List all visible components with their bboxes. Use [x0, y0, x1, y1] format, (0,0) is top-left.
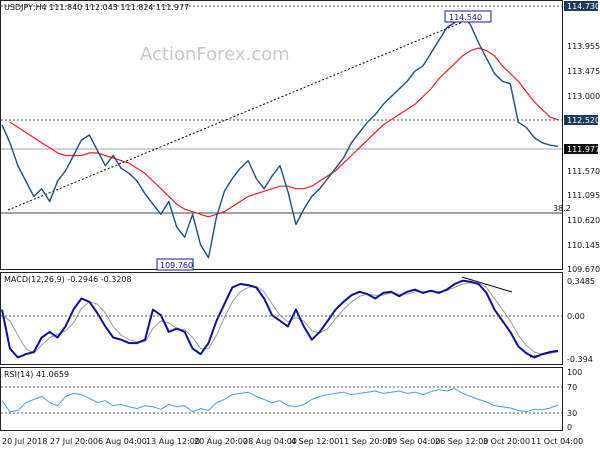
main-y-axis: 114.730 113.955 113.475 113.000 112.520 … — [564, 1, 600, 274]
rsi-y-tick-30: 30 — [567, 409, 577, 418]
y-tick-113-000: 113.000 — [567, 92, 600, 101]
fib-label: 38.2 — [553, 204, 571, 213]
x-tick-11: 11 Oct 04:00 — [531, 437, 583, 446]
low-annotation-label: 109.760 — [160, 261, 193, 270]
low-annotation-box — [156, 258, 194, 271]
high-annotation-box — [444, 10, 492, 23]
time-axis: 20 Jul 2018 27 Jul 20:00 6 Aug 04:00 13 … — [2, 437, 583, 446]
x-tick-6: 4 Sep 12:00 — [291, 437, 339, 446]
watermark: ActionForex.com — [140, 44, 290, 65]
x-tick-8: 19 Sep 04:00 — [387, 437, 440, 446]
x-tick-0: 20 Jul 2018 — [2, 437, 47, 446]
y-tick-109-670: 109.670 — [567, 265, 600, 274]
y-tick-111-570: 111.570 — [567, 167, 600, 176]
macd-y-tick-zero: 0.00 — [567, 312, 585, 321]
y-tick-111-977: 111.977 — [567, 145, 600, 154]
rsi-y-axis: 100 70 30 0 — [567, 368, 582, 432]
macd-trendline-top — [461, 276, 513, 293]
x-tick-2: 6 Aug 04:00 — [98, 437, 147, 446]
y-tick-111-095: 111.095 — [567, 191, 600, 200]
x-tick-7: 11 Sep 20:00 — [339, 437, 392, 446]
main-pane-frame — [0, 0, 563, 270]
rsi-y-tick-0: 0 — [567, 423, 572, 432]
x-tick-5: 28 Aug 04:00 — [243, 437, 297, 446]
macd-y-axis: 0.3485 0.00 -0.394 — [567, 277, 595, 364]
y-tag-112-520 — [564, 115, 598, 125]
main-pane-title: USDJPY,H4 111.840 112.043 111.824 111.97… — [4, 3, 189, 12]
y-tag-114-730 — [564, 1, 598, 11]
x-tick-10: 3 Oct 20:00 — [483, 437, 530, 446]
y-tick-112-520: 112.520 — [567, 116, 600, 125]
y-tick-110-145: 110.145 — [567, 241, 600, 250]
rsi-y-tick-100: 100 — [567, 368, 582, 377]
rsi-pane-frame — [0, 367, 563, 431]
y-tick-113-475: 113.475 — [567, 67, 600, 76]
rsi-series-group — [1, 388, 559, 413]
x-tick-9: 26 Sep 12:00 — [435, 437, 488, 446]
y-tick-113-955: 113.955 — [567, 42, 600, 51]
trendline-up — [7, 13, 483, 211]
ema-line — [9, 47, 559, 218]
y-tick-110-620: 110.620 — [567, 216, 600, 225]
rsi-y-tick-70: 70 — [567, 383, 577, 392]
macd-series-group — [1, 279, 559, 359]
macd-line — [1, 279, 559, 359]
rsi-line — [1, 388, 559, 413]
macd-y-tick-top: 0.3485 — [567, 277, 595, 286]
x-tick-1: 27 Jul 20:00 — [50, 437, 98, 446]
macd-pane-frame — [0, 272, 563, 365]
x-tick-3: 13 Aug 12:00 — [146, 437, 200, 446]
rsi-pane-title: RSI(14) 41.0659 — [4, 370, 69, 379]
x-tick-4: 20 Aug 20:00 — [194, 437, 248, 446]
macd-pane-title: MACD(12,26,9) -0.2946 -0.3208 — [4, 275, 132, 284]
y-tick-114-730: 114.730 — [567, 2, 600, 11]
macd-signal-line — [1, 282, 559, 355]
high-annotation-label: 114.540 — [449, 13, 482, 22]
macd-y-tick-bottom: -0.394 — [567, 355, 593, 364]
y-tag-111-977 — [564, 144, 598, 154]
